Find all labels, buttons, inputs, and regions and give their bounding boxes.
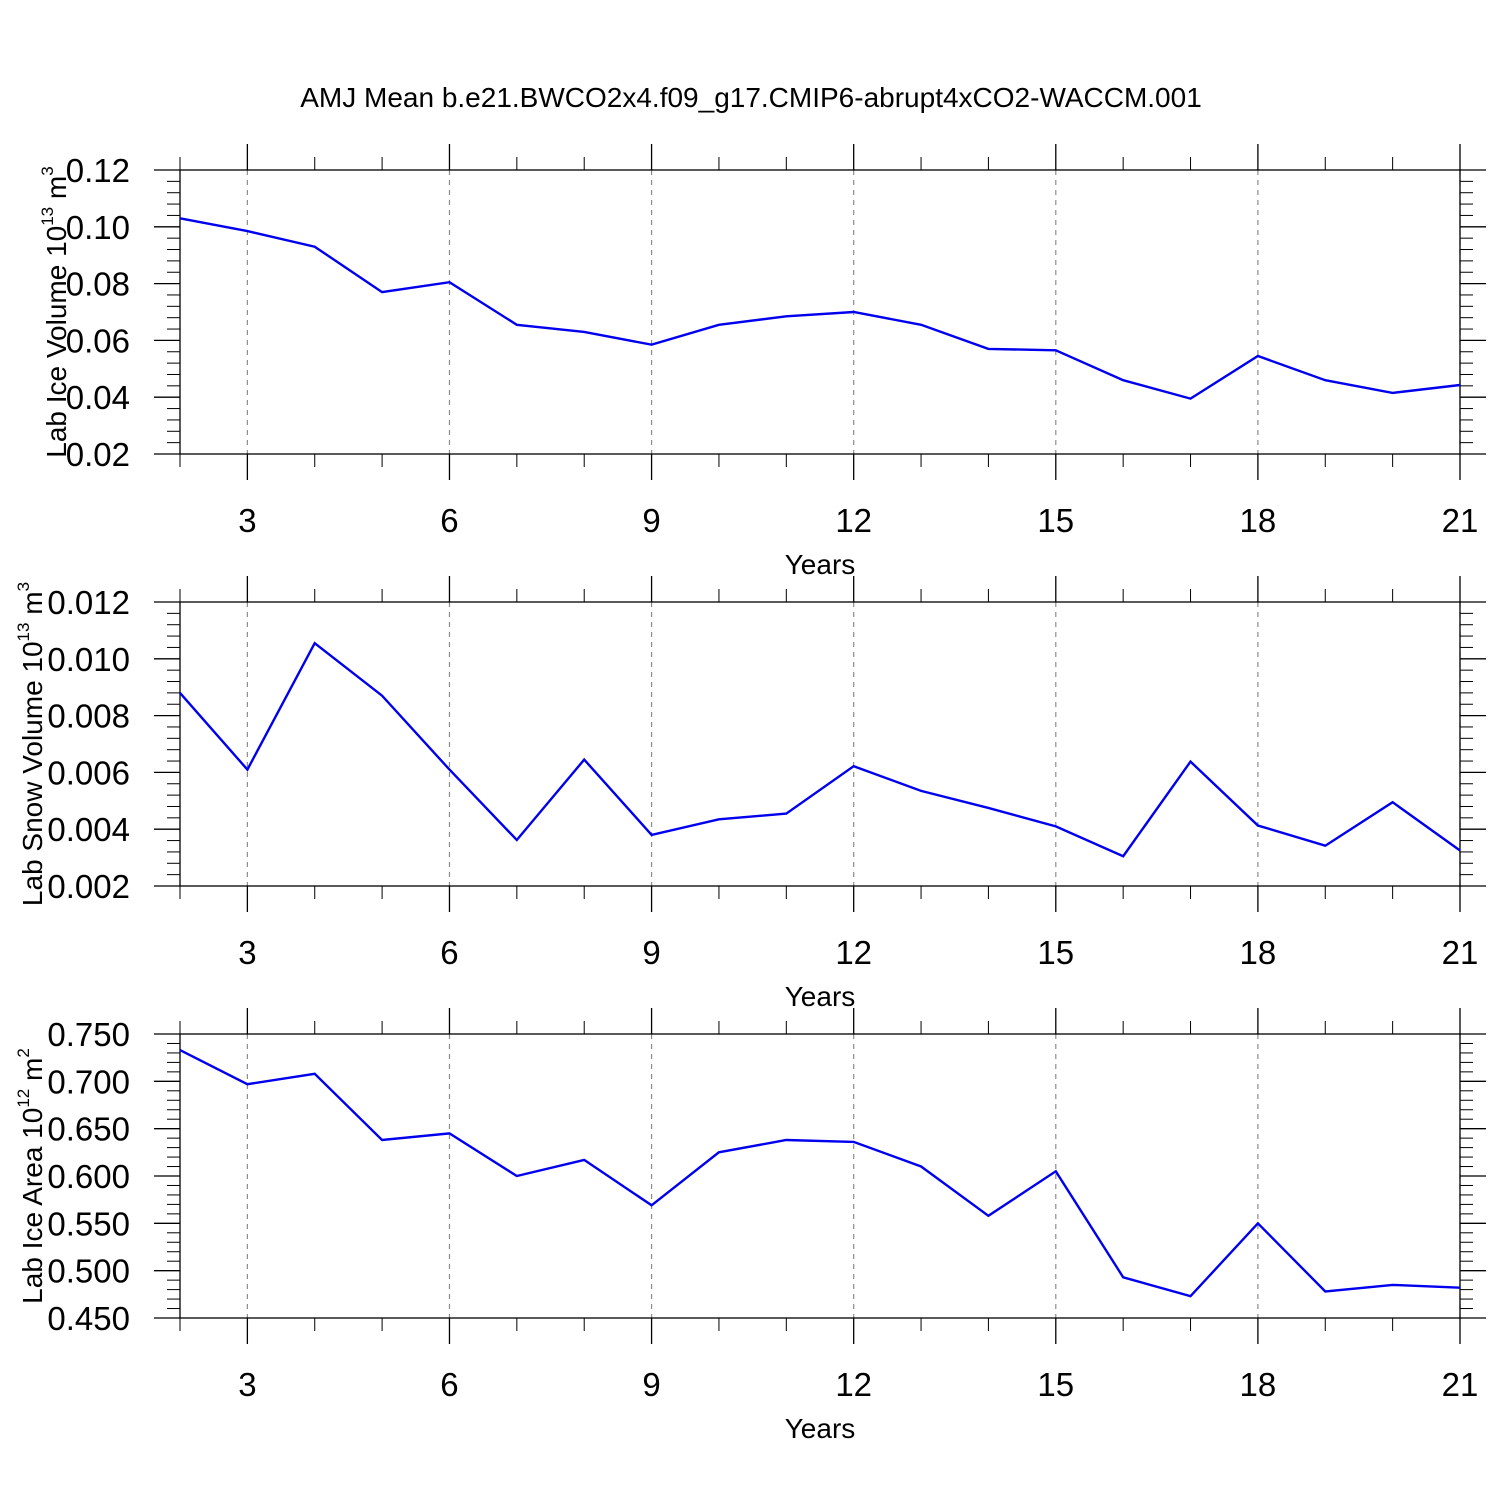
ice-area-x-tick-label: 18 [1240, 1366, 1277, 1403]
snow-volume-y-tick-label: 0.004 [47, 811, 130, 848]
snow-volume-y-axis-label: Lab Snow Volume 1013 m3 [14, 582, 48, 906]
ice-area-panel: 3 6 9 12 15 18 21 0.450 0.500 0.550 0.600 0.650 0.70… [14, 1008, 1486, 1444]
ice-volume-x-tick-label: 9 [642, 502, 660, 539]
ice-volume-y-tick-label: 0.10 [66, 209, 130, 246]
snow-volume-x-tick-label: 3 [238, 934, 256, 971]
ice-area-x-axis-label: Years [785, 1413, 856, 1444]
ice-area-y-tick-label: 0.750 [47, 1016, 130, 1053]
ice-volume-y-tick-label: 0.06 [66, 322, 130, 359]
ice-volume-y-tick-label: 0.12 [66, 152, 130, 189]
ice-area-x-tick-label: 6 [440, 1366, 458, 1403]
ice-area-x-tick-label: 21 [1442, 1366, 1479, 1403]
snow-volume-x-tick-label: 21 [1442, 934, 1479, 971]
snow-volume-x-tick-label: 15 [1037, 934, 1074, 971]
ice-volume-x-tick-label: 18 [1240, 502, 1277, 539]
snow-volume-y-tick-label: 0.010 [47, 641, 130, 678]
ice-area-y-tick-label: 0.700 [47, 1063, 130, 1100]
snow-volume-y-tick-label: 0.012 [47, 584, 130, 621]
ice-area-plot-frame [179, 1033, 1461, 1319]
ice-volume-plot-frame [179, 169, 1461, 455]
ice-area-y-axis-label: Lab Ice Area 1012 m2 [14, 1048, 48, 1304]
ice-area-x-tick-label: 9 [642, 1366, 660, 1403]
ice-volume-x-tick-label: 15 [1037, 502, 1074, 539]
ice-area-y-tick-label: 0.500 [47, 1253, 130, 1290]
snow-volume-x-tick-label: 12 [835, 934, 872, 971]
snow-volume-x-axis-label: Years [785, 981, 856, 1012]
figure-title: AMJ Mean b.e21.BWCO2x4.f09_g17.CMIP6-abr… [300, 82, 1202, 113]
ice-volume-x-tick-label: 12 [835, 502, 872, 539]
snow-volume-x-tick-label: 9 [642, 934, 660, 971]
ice-volume-y-axis-label: Lab Ice Volume 1013 m3 [38, 166, 72, 457]
ice-volume-y-tick-label: 0.04 [66, 379, 130, 416]
ice-area-x-tick-label: 12 [835, 1366, 872, 1403]
snow-volume-y-tick-label: 0.006 [47, 754, 130, 791]
snow-volume-y-tick-label: 0.002 [47, 868, 130, 905]
snow-volume-y-tick-label: 0.008 [47, 698, 130, 735]
snow-volume-panel: 3 6 9 12 15 18 21 0.002 0.004 0.006 0.008 0.010 0.01… [14, 576, 1486, 1012]
ice-volume-y-tick-label: 0.08 [66, 266, 130, 303]
ice-volume-x-tick-label: 6 [440, 502, 458, 539]
ice-volume-panel: 3 6 9 12 15 18 21 0.02 0.04 0.06 0.08 0.10 0.12 Years… [38, 144, 1486, 580]
snow-volume-plot-frame [179, 601, 1461, 887]
ice-volume-x-axis-label: Years [785, 549, 856, 580]
ice-area-x-tick-label: 15 [1037, 1366, 1074, 1403]
ice-area-series-line [179, 1049, 1461, 1298]
ice-area-y-tick-label: 0.600 [47, 1158, 130, 1195]
snow-volume-series-line [179, 641, 1461, 858]
ice-volume-x-tick-label: 3 [238, 502, 256, 539]
ice-volume-series-line [179, 217, 1461, 400]
ice-area-y-tick-label: 0.550 [47, 1205, 130, 1242]
ice-area-y-tick-label: 0.450 [47, 1300, 130, 1337]
ice-volume-y-tick-label: 0.02 [66, 436, 130, 473]
snow-volume-x-tick-label: 6 [440, 934, 458, 971]
ice-area-y-tick-label: 0.650 [47, 1111, 130, 1148]
ice-volume-x-tick-label: 21 [1442, 502, 1479, 539]
ice-area-x-tick-label: 3 [238, 1366, 256, 1403]
snow-volume-x-tick-label: 18 [1240, 934, 1277, 971]
